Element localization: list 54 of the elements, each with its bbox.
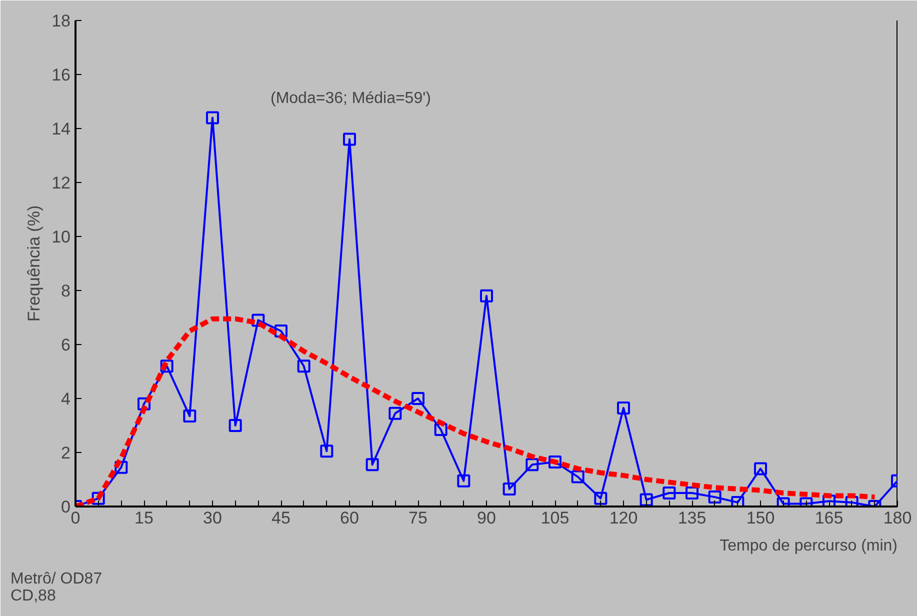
point	[228, 419, 242, 432]
point	[480, 289, 493, 302]
y-tick-label: 6	[61, 336, 71, 354]
point	[754, 462, 767, 476]
y-tick-label: 14	[52, 120, 71, 138]
y-tick-label: 2	[61, 444, 71, 462]
point	[502, 482, 516, 496]
x-tick-label: 180	[883, 508, 912, 528]
x-tick-label: 60	[340, 508, 359, 528]
x-tick-label: 30	[203, 508, 222, 528]
point	[640, 493, 653, 506]
point	[662, 486, 676, 500]
point	[320, 444, 334, 458]
point	[708, 490, 722, 504]
point	[183, 410, 196, 423]
text: Metrô/ OD87 CD,88	[10, 570, 102, 604]
point	[114, 460, 128, 474]
x-tick-label: 45	[272, 508, 290, 528]
point	[686, 486, 698, 500]
x-tick-label: 165	[814, 508, 844, 528]
x-tick-label: 90	[477, 508, 496, 528]
point	[594, 492, 608, 505]
x-tick-label: 15	[134, 508, 154, 528]
x-tick-label: 150	[746, 508, 775, 528]
y-tick-label: 4	[61, 390, 71, 408]
annotation: (Moda=36; Média=59')	[270, 90, 431, 107]
point	[731, 496, 744, 506]
x-tick-label: 105	[540, 508, 570, 528]
point	[92, 492, 105, 505]
y-tick-label: 12	[52, 174, 71, 192]
x-tick-label: 135	[678, 508, 706, 528]
y-tick-label: 10	[52, 228, 71, 246]
y-tick-label: 18	[52, 12, 71, 30]
point	[617, 401, 630, 414]
point	[297, 360, 310, 373]
point	[571, 470, 584, 484]
x-axis-title: Tempo de percurso (min)	[720, 538, 898, 554]
point	[434, 423, 448, 436]
point	[388, 406, 402, 420]
y-tick-label: 16	[52, 66, 71, 84]
point	[526, 458, 539, 472]
y-tick-label: 8	[61, 282, 71, 300]
point	[548, 455, 562, 468]
point	[252, 314, 265, 327]
point	[412, 392, 424, 405]
point	[366, 458, 379, 472]
point	[160, 360, 174, 373]
y-axis-title: Frequência (%)	[24, 205, 44, 322]
x-tick-label: 120	[609, 508, 638, 528]
point	[274, 324, 288, 338]
point	[343, 132, 356, 146]
x-tick-label: 75	[408, 508, 428, 528]
point	[206, 111, 219, 124]
point	[457, 474, 470, 488]
